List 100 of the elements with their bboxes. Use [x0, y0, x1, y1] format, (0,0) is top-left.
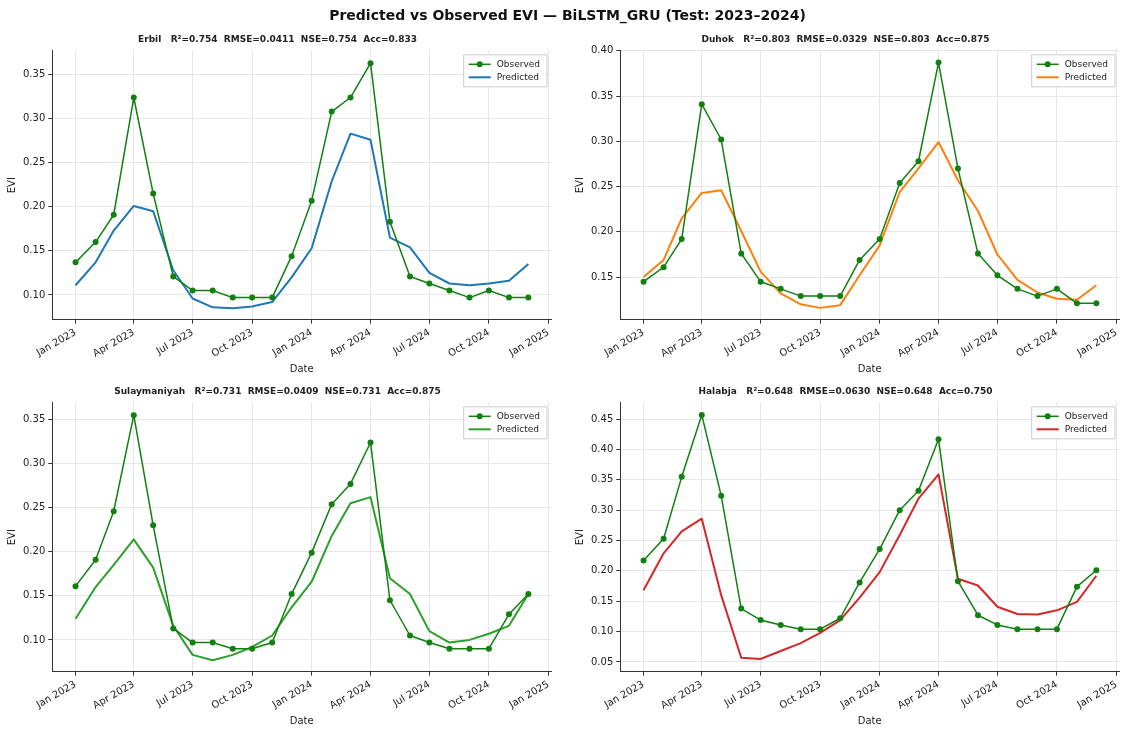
point: [92, 239, 99, 246]
point: [525, 294, 532, 301]
legend-label: Predicted: [496, 423, 539, 434]
point: [856, 256, 863, 263]
y-tick-label: 0.20: [591, 564, 614, 576]
point: [640, 278, 647, 285]
text: Predicted vs Observed EVI — BiLSTM_GRU (Test: 2023–2024): [328, 6, 807, 26]
point: [130, 412, 137, 419]
point: [817, 626, 824, 633]
y-tick-label: 0.10: [591, 625, 614, 637]
point: [328, 501, 335, 508]
point: [1053, 626, 1060, 633]
y-tick-label: 0.20: [23, 545, 46, 557]
point: [288, 253, 295, 260]
point: [876, 236, 883, 243]
point: [485, 287, 492, 294]
point: [678, 236, 685, 243]
point: [110, 211, 117, 218]
point: [817, 293, 824, 300]
y-tick-label: 0.15: [23, 244, 46, 256]
point: [367, 439, 374, 446]
point: [797, 626, 804, 633]
point: [269, 639, 276, 646]
y-tick-label: 0.15: [591, 270, 614, 282]
point: [308, 197, 315, 204]
point: [915, 487, 922, 494]
point: [72, 259, 79, 266]
y-tick-label: 0.30: [23, 457, 46, 469]
point: [386, 597, 393, 604]
point: [954, 578, 961, 585]
point: [954, 165, 961, 172]
point: [837, 293, 844, 300]
point: [229, 645, 236, 652]
y-tick-label: 0.40: [591, 443, 614, 455]
y-tick-label: 0.05: [591, 655, 614, 667]
point: [505, 294, 512, 301]
y-tick-label: 0.25: [23, 501, 46, 513]
point: [130, 94, 137, 101]
chart-title: Sulaymaniyah R²=0.731 RMSE=0.0409 NSE=0.731 Acc=0.875: [114, 385, 441, 396]
point: [994, 272, 1001, 279]
point: [406, 632, 413, 639]
y-tick-label: 0.35: [23, 68, 46, 80]
point: [896, 507, 903, 514]
point: [288, 591, 295, 598]
legend-label: Observed: [1064, 58, 1109, 69]
point: [308, 549, 315, 556]
y-tick-label: 0.45: [591, 412, 614, 424]
y-tick-label: 0.15: [23, 589, 46, 601]
chart-title: Duhok R²=0.803 RMSE=0.0329 NSE=0.803 Acc=0.875: [701, 33, 990, 44]
legend-label: Observed: [1064, 410, 1109, 421]
point: [229, 294, 236, 301]
point: [994, 621, 1001, 628]
point: [640, 557, 647, 564]
x-axis-title: Date: [857, 714, 882, 726]
y-tick-label: 0.20: [591, 225, 614, 237]
y-tick-label: 0.35: [23, 413, 46, 425]
point: [698, 411, 705, 418]
point: [678, 473, 685, 480]
point: [718, 136, 725, 143]
point: [505, 611, 512, 618]
point: [698, 101, 705, 108]
x-axis-title: Date: [289, 362, 314, 374]
y-tick-label: 0.30: [591, 134, 614, 146]
point: [347, 94, 354, 101]
point: [1053, 285, 1060, 292]
point: [426, 639, 433, 646]
point: [446, 645, 453, 652]
point: [1034, 293, 1041, 300]
y-tick-label: 0.20: [23, 200, 46, 212]
legend-label: Observed: [496, 410, 541, 421]
point: [426, 280, 433, 287]
point: [660, 535, 667, 542]
legend-label: Observed: [496, 58, 541, 69]
x-axis-title: Date: [289, 714, 314, 726]
point: [837, 615, 844, 622]
y-tick-label: 0.30: [591, 503, 614, 515]
point: [150, 522, 157, 529]
y-tick-label: 0.25: [591, 180, 614, 192]
y-tick-label: 0.10: [23, 288, 46, 300]
point: [189, 287, 196, 294]
point: [1034, 626, 1041, 633]
point: [797, 293, 804, 300]
point: [328, 108, 335, 115]
point: [757, 278, 764, 285]
point: [738, 605, 745, 612]
point: [876, 546, 883, 553]
legend-label: Predicted: [1064, 423, 1107, 434]
point: [525, 591, 532, 598]
chart-title: Erbil R²=0.754 RMSE=0.0411 NSE=0.754 Acc=0.833: [138, 33, 417, 44]
y-tick-label: 0.10: [23, 633, 46, 645]
point: [896, 179, 903, 186]
point: [915, 158, 922, 165]
point: [1073, 300, 1080, 307]
y-tick-label: 0.35: [591, 89, 614, 101]
point: [1014, 626, 1021, 633]
y-tick-label: 0.25: [591, 534, 614, 546]
point: [1073, 583, 1080, 590]
y-tick-label: 0.40: [591, 44, 614, 56]
point: [935, 436, 942, 443]
point: [209, 287, 216, 294]
